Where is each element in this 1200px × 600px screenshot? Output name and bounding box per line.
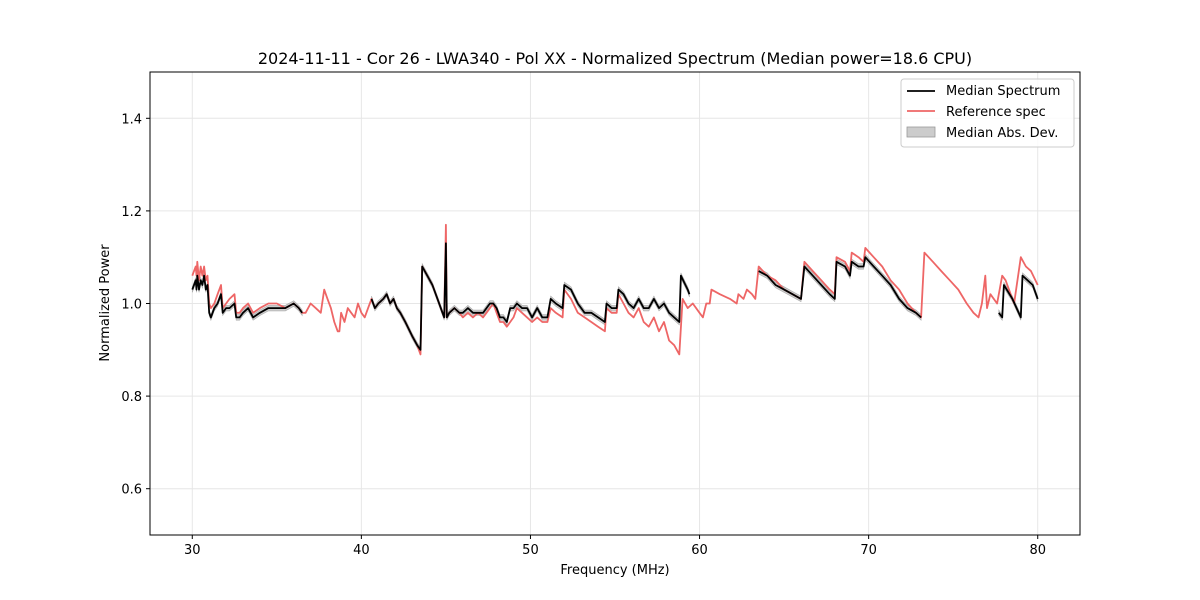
x-tick-label: 50 [522,543,539,558]
y-tick-label: 1.0 [121,298,142,313]
legend-mad-label: Median Abs. Dev. [946,126,1058,141]
legend-median-label: Median Spectrum [946,84,1060,99]
median-spectrum-line [998,274,1039,319]
y-axis-title: Normalized Power [98,244,113,362]
x-axis-title: Frequency (MHz) [560,563,669,578]
chart-title: 2024-11-11 - Cor 26 - LWA340 - Pol XX - … [258,49,972,68]
legend: Median Spectrum Reference spec Median Ab… [900,78,1075,148]
ticks: 30 40 50 60 70 80 0.6 0.8 1.0 1.2 1.4 [121,112,1046,558]
legend-mad-swatch-icon [906,126,936,138]
y-tick-label: 1.4 [121,112,142,127]
mad-band [758,253,922,321]
x-tick-label: 70 [860,543,877,558]
x-tick-label: 30 [184,543,201,558]
y-tick-label: 1.2 [121,205,142,220]
legend-reference-label: Reference spec [946,105,1046,120]
median-spectrum-line [370,242,691,351]
x-tick-label: 60 [691,543,708,558]
y-tick-label: 0.6 [121,483,142,498]
series-layer [191,223,1039,356]
x-tick-label: 40 [353,543,370,558]
x-tick-label: 80 [1029,543,1046,558]
median-spectrum-line [758,256,922,319]
median-spectrum-line [191,274,303,319]
legend-box [900,78,1075,148]
y-tick-label: 0.8 [121,390,142,405]
